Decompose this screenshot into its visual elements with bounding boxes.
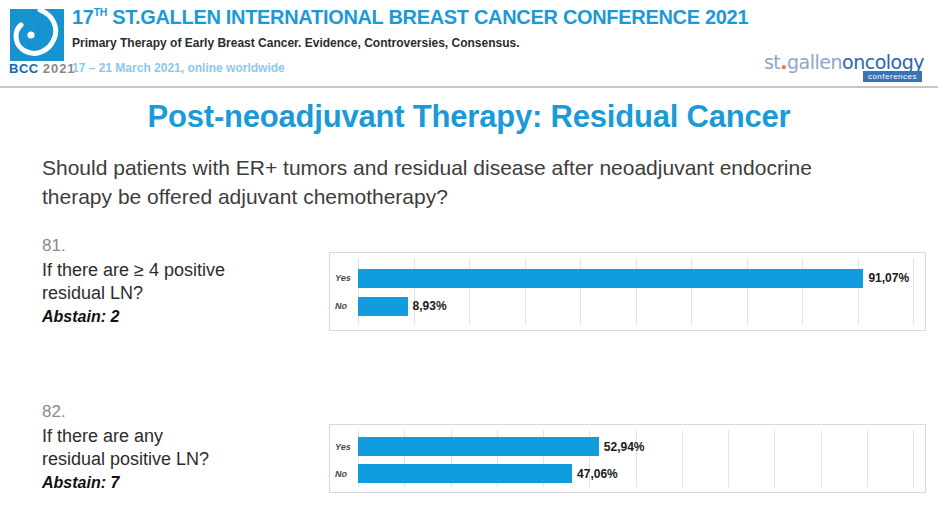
page-title: Post-neoadjuvant Therapy: Residual Cance…: [0, 99, 938, 135]
brand-gallen: gallen: [787, 51, 842, 73]
poll-question-line: residual positive LN?: [42, 448, 322, 471]
poll-81-bar-chart: Yes 91,07% No 8,93%: [329, 252, 926, 331]
poll-question-line: residual LN?: [42, 282, 322, 305]
bar-yes: [358, 269, 863, 288]
poll-82-text: 82. If there are any residual positive L…: [42, 402, 322, 492]
conference-title: 17TH ST.GALLEN INTERNATIONAL BREAST CANC…: [72, 5, 748, 29]
chart-row: No 8,93%: [330, 292, 925, 320]
bcc-year: 2021: [43, 61, 76, 76]
conference-header: BCC 2021 17TH ST.GALLEN INTERNATIONAL BRE…: [0, 0, 938, 88]
category-label-yes: Yes: [330, 273, 358, 283]
bar-track: 47,06%: [358, 464, 913, 483]
value-label: 47,06%: [577, 467, 618, 481]
bar-track: 52,94%: [358, 437, 913, 456]
breast-drop-icon: [10, 9, 64, 61]
main-question: Should patients with ER+ tumors and resi…: [42, 153, 842, 211]
title-number: 17: [72, 5, 94, 28]
value-label: 52,94%: [604, 440, 645, 454]
title-text: ST.GALLEN INTERNATIONAL BREAST CANCER CO…: [112, 5, 748, 28]
bcc-logo: [10, 9, 64, 61]
category-label-no: No: [330, 301, 358, 311]
conference-subtitle: Primary Therapy of Early Breast Cancer. …: [72, 36, 520, 50]
conference-dates: 17 – 21 March 2021, online worldwide: [72, 61, 285, 75]
bar-no: [358, 464, 572, 483]
poll-question-line: If there are any: [42, 425, 322, 448]
poll-abstain: Abstain: 2: [42, 308, 322, 326]
brand-st: st: [764, 51, 780, 73]
stgallen-oncology-logo: st.gallenoncology: [764, 51, 924, 73]
conferences-badge: conferences: [863, 71, 922, 82]
brand-oncology: oncology: [842, 51, 924, 73]
category-label-yes: Yes: [330, 442, 358, 452]
bar-track: 91,07%: [358, 269, 913, 288]
chart-row: Yes 91,07%: [330, 264, 925, 292]
category-label-no: No: [330, 469, 358, 479]
bar-no: [358, 297, 408, 316]
poll-number: 82.: [42, 402, 322, 422]
bcc-logo-caption: BCC 2021: [9, 61, 76, 76]
poll-number: 81.: [42, 236, 322, 256]
bar-track: 8,93%: [358, 297, 913, 316]
value-label: 8,93%: [413, 299, 447, 313]
chart-row: Yes 52,94%: [330, 433, 925, 460]
value-label: 91,07%: [868, 271, 909, 285]
poll-81-text: 81. If there are ≥ 4 positive residual L…: [42, 236, 322, 326]
bcc-text: BCC: [9, 61, 39, 76]
title-ordinal: TH: [94, 6, 107, 18]
chart-row: No 47,06%: [330, 460, 925, 487]
presentation-slide: BCC 2021 17TH ST.GALLEN INTERNATIONAL BRE…: [0, 0, 938, 529]
poll-abstain: Abstain: 7: [42, 474, 322, 492]
poll-question-line: If there are ≥ 4 positive: [42, 259, 322, 282]
poll-82-bar-chart: Yes 52,94% No 47,06%: [329, 424, 926, 493]
bar-yes: [358, 437, 599, 456]
